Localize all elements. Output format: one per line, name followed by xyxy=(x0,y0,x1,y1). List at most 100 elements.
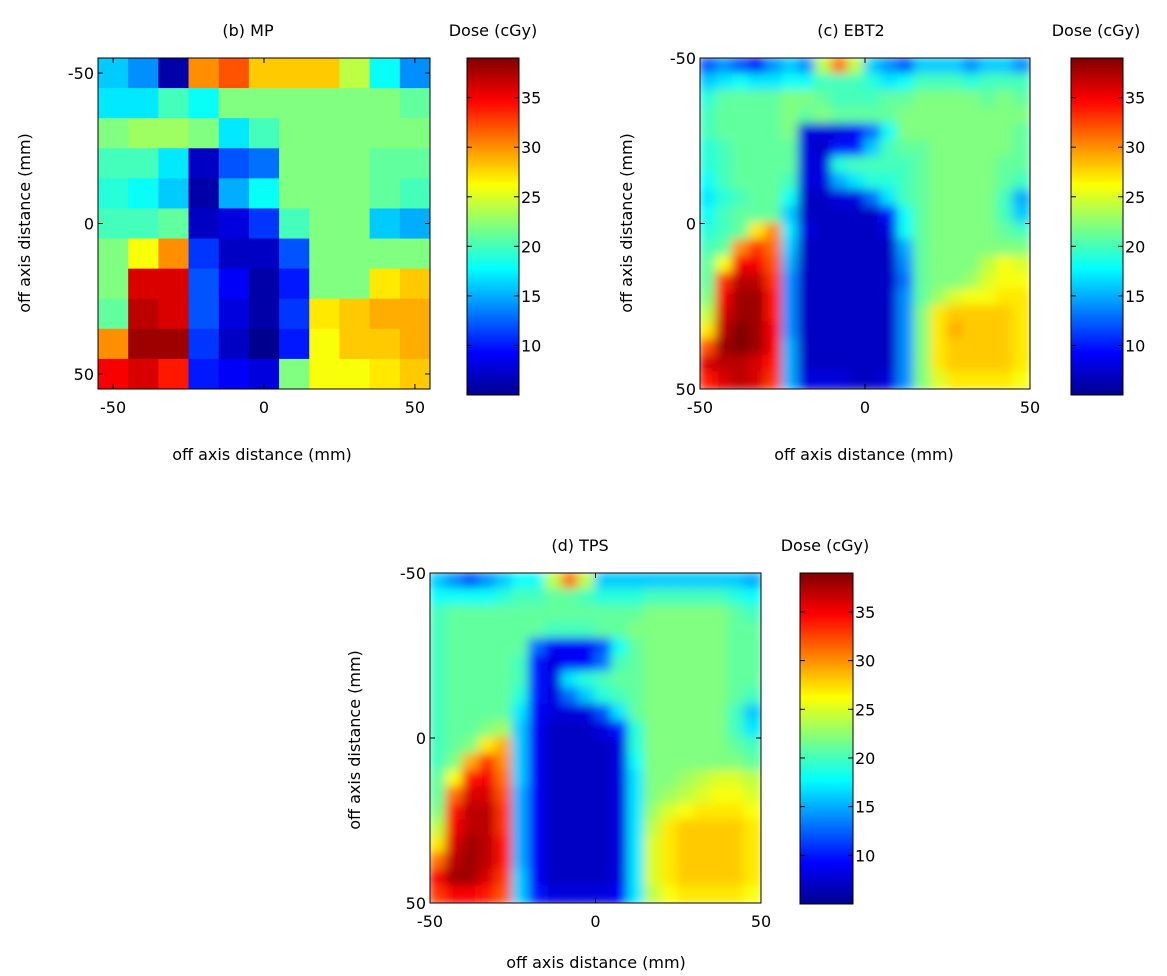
heatmap-cell xyxy=(218,268,250,300)
heatmap-cell xyxy=(863,139,884,159)
heatmap-cell xyxy=(700,321,719,342)
heatmap-cell xyxy=(445,736,465,757)
heatmap-cell xyxy=(643,786,664,806)
heatmap-cell xyxy=(764,106,785,126)
heatmap-cell xyxy=(715,73,735,93)
heatmap-cell xyxy=(627,703,647,724)
heatmap-cell xyxy=(830,73,851,93)
heatmap-cell xyxy=(863,238,884,259)
heatmap-cell xyxy=(863,305,884,325)
heatmap-cell xyxy=(830,123,851,143)
colorbar-tick-label: 15 xyxy=(521,287,541,306)
heatmap-cell xyxy=(726,720,747,740)
heatmap-cell xyxy=(797,73,818,93)
heatmap-cell xyxy=(610,802,631,823)
heatmap-plot xyxy=(430,573,761,903)
heatmap-cell xyxy=(700,238,719,259)
heatmap-cell xyxy=(830,371,851,389)
heatmap-cell xyxy=(962,354,983,375)
heatmap-cell xyxy=(561,573,581,592)
heatmap-cell xyxy=(577,852,598,872)
heatmap-cell xyxy=(896,123,917,143)
heatmap-cell xyxy=(627,687,647,707)
heatmap-cell xyxy=(743,703,761,724)
heatmap-cell xyxy=(979,321,999,342)
heatmap-cell xyxy=(660,573,680,592)
heatmap-cell xyxy=(995,371,1016,389)
heatmap-cell xyxy=(98,208,129,240)
heatmap-cell xyxy=(726,819,747,839)
heatmap-cell xyxy=(929,205,950,226)
heatmap-cell xyxy=(743,885,761,903)
heatmap-cell xyxy=(248,58,280,89)
heatmap-cell xyxy=(461,703,482,724)
heatmap-cell xyxy=(643,637,664,658)
heatmap-cell xyxy=(528,802,548,823)
heatmap-cell xyxy=(830,338,851,358)
heatmap-cell xyxy=(995,288,1016,308)
heatmap-cell xyxy=(748,73,768,93)
heatmap-cell xyxy=(764,172,785,193)
heatmap-cell xyxy=(847,238,867,259)
colorbar-tick-label: 35 xyxy=(855,603,875,622)
heatmap-cell xyxy=(726,868,747,889)
heatmap-cell xyxy=(577,654,598,674)
heatmap-cell xyxy=(577,753,598,773)
heatmap-cell xyxy=(693,720,714,740)
heatmap-cell xyxy=(511,703,531,724)
heatmap-cell xyxy=(995,305,1016,325)
heatmap-cell xyxy=(863,321,884,342)
colorbar-tick-label: 20 xyxy=(855,749,875,768)
heatmap-cell xyxy=(445,885,465,903)
heatmap-cell xyxy=(830,222,851,242)
heatmap-cell xyxy=(495,885,515,903)
heatmap-cell xyxy=(781,73,801,93)
heatmap-cell xyxy=(594,753,614,773)
heatmap-cell xyxy=(594,802,614,823)
heatmap-cell xyxy=(495,769,515,790)
heatmap-cell xyxy=(660,802,680,823)
heatmap-cell xyxy=(731,172,752,193)
heatmap-cell xyxy=(399,88,430,119)
heatmap-cell xyxy=(577,573,598,592)
heatmap-cell xyxy=(743,637,761,658)
heatmap-cell xyxy=(495,868,515,889)
heatmap-cell xyxy=(309,358,340,389)
heatmap-cell xyxy=(369,328,401,360)
heatmap-cell xyxy=(693,621,714,641)
heatmap-cell xyxy=(743,736,761,757)
heatmap-cell xyxy=(979,371,999,389)
heatmap-cell xyxy=(715,139,735,159)
heatmap-cell xyxy=(511,670,531,691)
heatmap-cell xyxy=(847,288,867,308)
heatmap-cell xyxy=(218,58,250,89)
heatmap-cell xyxy=(764,89,785,110)
heatmap-cell xyxy=(1012,156,1030,176)
heatmap-cell xyxy=(98,178,129,209)
heatmap-cell xyxy=(528,753,548,773)
heatmap-cell xyxy=(748,189,768,209)
heatmap-cell xyxy=(995,139,1016,159)
heatmap-cell xyxy=(781,106,801,126)
heatmap-cell xyxy=(528,637,548,658)
x-tick-label: 50 xyxy=(751,912,771,931)
heatmap-cell xyxy=(748,321,768,342)
heatmap-cell xyxy=(700,189,719,209)
heatmap-cell xyxy=(1012,288,1030,308)
heatmap-cell xyxy=(561,786,581,806)
heatmap-cell xyxy=(896,271,917,292)
heatmap-cell xyxy=(339,58,371,89)
heatmap-cell xyxy=(399,298,430,330)
heatmap-cell xyxy=(847,321,867,342)
heatmap-cell xyxy=(814,139,834,159)
heatmap-cell xyxy=(577,885,598,903)
heatmap-cell xyxy=(627,753,647,773)
heatmap-cell xyxy=(700,139,719,159)
heatmap-cell xyxy=(339,118,371,149)
heatmap-cell xyxy=(929,238,950,259)
heatmap-cell xyxy=(660,720,680,740)
heatmap-cell xyxy=(781,288,801,308)
heatmap-cell xyxy=(158,238,190,270)
heatmap-cell xyxy=(511,654,531,674)
